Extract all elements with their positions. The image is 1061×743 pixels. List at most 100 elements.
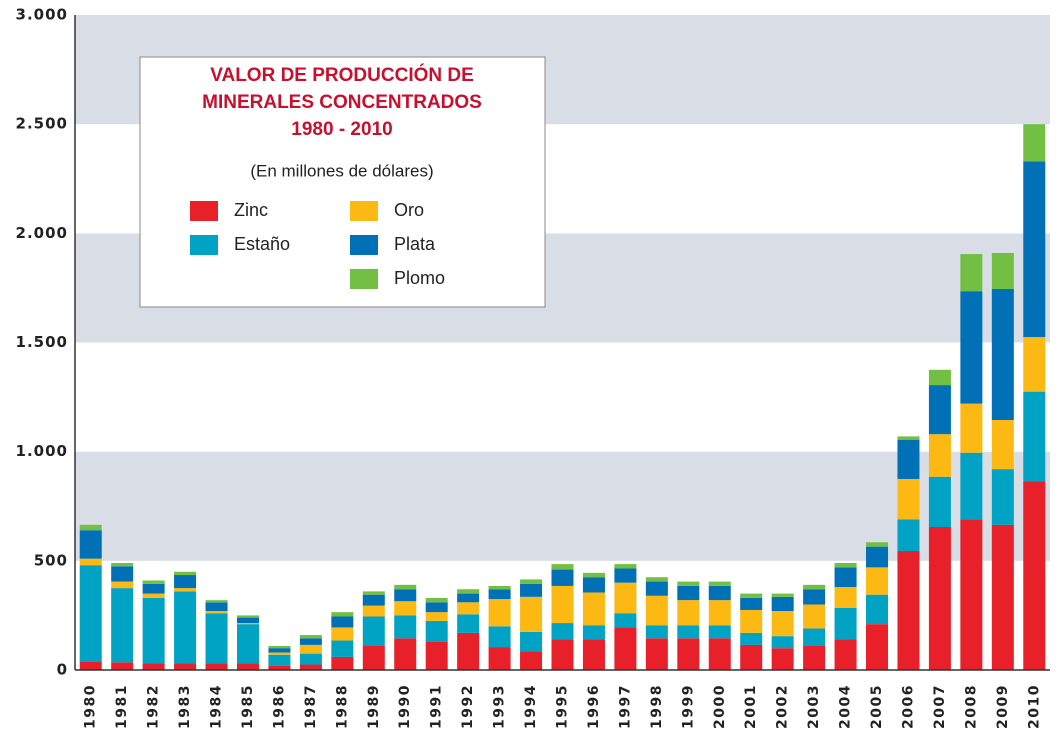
legend-label: Plata bbox=[394, 234, 436, 254]
bar-segment bbox=[551, 569, 574, 586]
x-tick-label: 2006 bbox=[900, 684, 916, 729]
bar-segment bbox=[299, 638, 322, 645]
bar-segment bbox=[928, 369, 951, 386]
x-tick-label: 1985 bbox=[240, 684, 256, 729]
bar-segment bbox=[142, 583, 165, 594]
bar-segment bbox=[520, 651, 543, 670]
bar-segment bbox=[236, 624, 259, 664]
bar-segment bbox=[362, 616, 385, 646]
bar-segment bbox=[960, 291, 983, 404]
bar-segment bbox=[425, 597, 448, 603]
bar-segment bbox=[991, 469, 1014, 525]
y-tick-label: 2.000 bbox=[16, 224, 68, 242]
legend-label: Plomo bbox=[394, 268, 445, 288]
x-tick-label: 2004 bbox=[838, 684, 854, 729]
bar-segment bbox=[582, 625, 605, 640]
bar-segment bbox=[771, 593, 794, 597]
bar-segment bbox=[740, 632, 763, 645]
bar-segment bbox=[174, 571, 197, 576]
bar-segment bbox=[362, 605, 385, 617]
bar-segment bbox=[677, 600, 700, 626]
bar-segment bbox=[520, 579, 543, 584]
x-tick-label: 1993 bbox=[492, 684, 508, 729]
bar-segment bbox=[299, 653, 322, 665]
bar-segment bbox=[677, 581, 700, 586]
bar-segment bbox=[1023, 337, 1046, 392]
x-tick-label: 2001 bbox=[743, 684, 759, 729]
bar-segment bbox=[803, 584, 826, 590]
bar-segment bbox=[394, 584, 417, 590]
bar-segment bbox=[79, 530, 102, 559]
bar-segment bbox=[1023, 391, 1046, 482]
legend-swatch bbox=[190, 201, 218, 221]
bar-segment bbox=[551, 564, 574, 570]
bar-segment bbox=[488, 589, 511, 600]
bar-segment bbox=[960, 254, 983, 292]
bar-segment bbox=[236, 617, 259, 624]
bar-segment bbox=[582, 577, 605, 593]
bar-segment bbox=[111, 563, 134, 567]
x-tick-label: 1998 bbox=[649, 684, 665, 729]
bar-segment bbox=[236, 663, 259, 670]
x-tick-label: 2000 bbox=[712, 684, 728, 729]
x-tick-label: 2009 bbox=[995, 684, 1011, 729]
bar-segment bbox=[268, 645, 291, 649]
bar-segment bbox=[834, 587, 857, 608]
x-tick-label: 1989 bbox=[366, 684, 382, 729]
bar-segment bbox=[551, 639, 574, 670]
bar-segment bbox=[394, 601, 417, 616]
bar-segment bbox=[394, 589, 417, 602]
y-tick-label: 1.000 bbox=[16, 442, 68, 460]
bar-segment bbox=[771, 596, 794, 612]
x-tick-label: 1992 bbox=[460, 684, 476, 729]
x-tick-label: 1995 bbox=[555, 684, 571, 729]
bar-segment bbox=[928, 476, 951, 527]
bar-segment bbox=[394, 638, 417, 670]
bar-segment bbox=[394, 615, 417, 639]
bar-segment bbox=[425, 620, 448, 642]
bar-segment bbox=[708, 600, 731, 626]
bar-segment bbox=[645, 595, 668, 626]
bar-segment bbox=[174, 591, 197, 664]
bar-segment bbox=[520, 583, 543, 597]
bar-segment bbox=[803, 604, 826, 629]
x-tick-label: 1987 bbox=[303, 684, 319, 729]
chart-title: VALOR DE PRODUCCIÓN DE bbox=[210, 64, 474, 86]
bar-segment bbox=[236, 623, 259, 625]
bar-segment bbox=[897, 436, 920, 440]
chart-title: 1980 - 2010 bbox=[291, 119, 392, 140]
chart-subtitle: (En millones de dólares) bbox=[250, 161, 433, 180]
x-tick-label: 2002 bbox=[775, 684, 791, 729]
bar-segment bbox=[331, 612, 354, 617]
bar-segment bbox=[205, 600, 228, 603]
bar-segment bbox=[79, 558, 102, 566]
x-tick-label: 1997 bbox=[617, 684, 633, 729]
bar-segment bbox=[771, 636, 794, 649]
bar-segment bbox=[771, 611, 794, 637]
bar-segment bbox=[897, 478, 920, 520]
bar-segment bbox=[142, 597, 165, 664]
bar-segment bbox=[205, 611, 228, 614]
x-tick-label: 2005 bbox=[869, 684, 885, 729]
bar-segment bbox=[834, 567, 857, 588]
bar-segment bbox=[708, 625, 731, 639]
bar-segment bbox=[928, 526, 951, 670]
bar-segment bbox=[866, 542, 889, 547]
bar-segment bbox=[645, 581, 668, 596]
legend-swatch bbox=[350, 235, 378, 255]
bar-segment bbox=[457, 602, 480, 615]
x-tick-label: 2007 bbox=[932, 684, 948, 729]
bar-segment bbox=[142, 593, 165, 598]
bar-segment bbox=[488, 647, 511, 670]
grid-band bbox=[75, 342, 1050, 452]
x-tick-label: 2010 bbox=[1026, 684, 1042, 729]
bar-segment bbox=[834, 607, 857, 640]
legend-swatch bbox=[350, 269, 378, 289]
legend-swatch bbox=[350, 201, 378, 221]
bar-segment bbox=[268, 652, 291, 655]
legend-label: Zinc bbox=[234, 200, 268, 220]
bar-segment bbox=[614, 582, 637, 614]
bar-segment bbox=[299, 664, 322, 670]
bar-segment bbox=[614, 564, 637, 569]
